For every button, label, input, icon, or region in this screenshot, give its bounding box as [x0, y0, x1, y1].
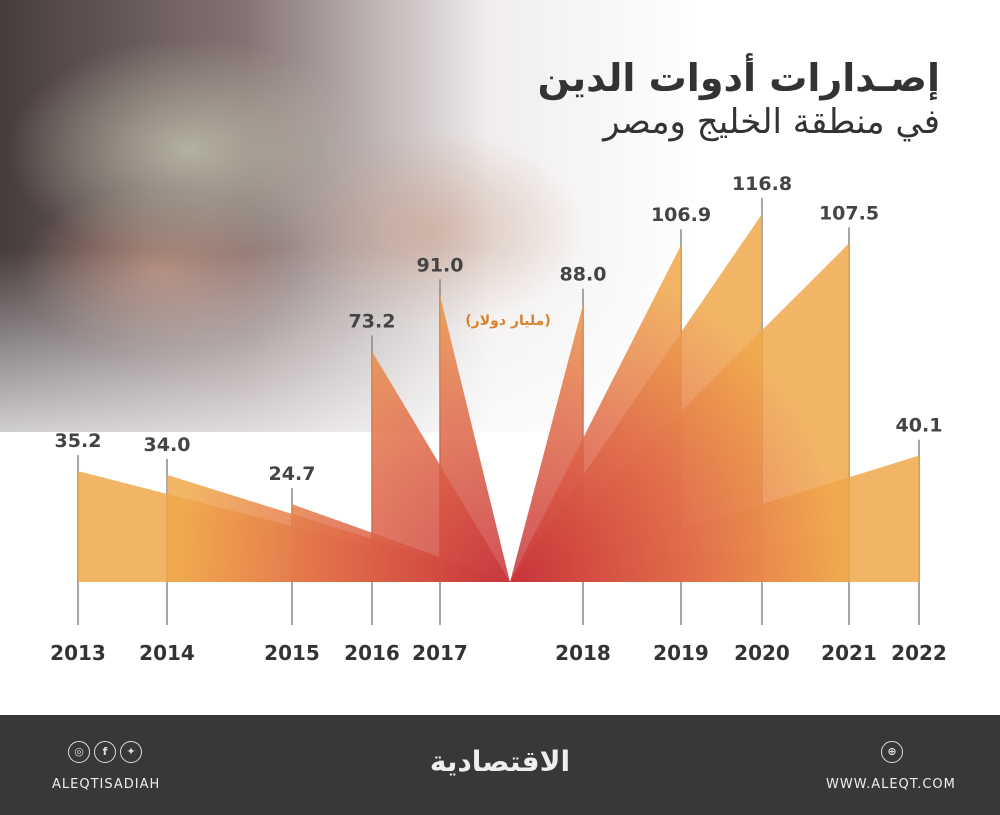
globe-icon: ⊕ — [881, 741, 903, 763]
chart-title: إصـدارات أدوات الدين في منطقة الخليج ومص… — [538, 55, 940, 143]
year-label-2017: 2017 — [412, 641, 468, 665]
title-line-1: إصـدارات أدوات الدين — [537, 56, 940, 100]
shape-2021 — [510, 243, 849, 582]
twitter-icon[interactable]: ✦ — [120, 741, 142, 763]
year-label-2013: 2013 — [50, 641, 106, 665]
unit-label: (مليار دولار) — [465, 313, 550, 329]
year-label-2021: 2021 — [821, 641, 877, 665]
value-label-2015: 24.7 — [269, 463, 316, 485]
year-label-2022: 2022 — [891, 641, 947, 665]
value-label-2018: 88.0 — [560, 264, 607, 286]
value-label-2016: 73.2 — [349, 310, 396, 332]
website-link[interactable]: WWW.ALEQT.COM — [826, 777, 956, 792]
facebook-icon[interactable]: f — [94, 741, 116, 763]
value-label-2019: 106.9 — [651, 204, 711, 226]
value-label-2017: 91.0 — [417, 254, 464, 276]
value-label-2013: 35.2 — [55, 430, 102, 452]
value-label-2020: 116.8 — [732, 173, 792, 195]
logo: الاقتصادية — [429, 745, 571, 778]
year-label-2014: 2014 — [139, 641, 195, 665]
shape-2022 — [510, 455, 919, 582]
year-label-2020: 2020 — [734, 641, 790, 665]
footer: ◎ f ✦ ALEQTISADIAH الاقتصادية ⊕ WWW.ALEQ… — [0, 715, 1000, 815]
year-label-2019: 2019 — [653, 641, 709, 665]
social-icons: ◎ f ✦ — [68, 741, 142, 763]
chart: 35.2 2013 34.0 2014 24.7 2015 73.2 2016 91.0 2017… — [50, 173, 947, 665]
year-label-2015: 2015 — [264, 641, 320, 665]
value-label-2014: 34.0 — [144, 434, 191, 456]
value-label-2021: 107.5 — [819, 202, 879, 224]
title-line-2: في منطقة الخليج ومصر — [603, 102, 940, 142]
shape-2017 — [440, 295, 510, 582]
year-label-2018: 2018 — [555, 641, 611, 665]
year-label-2016: 2016 — [344, 641, 400, 665]
instagram-icon[interactable]: ◎ — [68, 741, 90, 763]
social-handle: ALEQTISADIAH — [52, 777, 161, 792]
value-label-2022: 40.1 — [896, 415, 943, 437]
